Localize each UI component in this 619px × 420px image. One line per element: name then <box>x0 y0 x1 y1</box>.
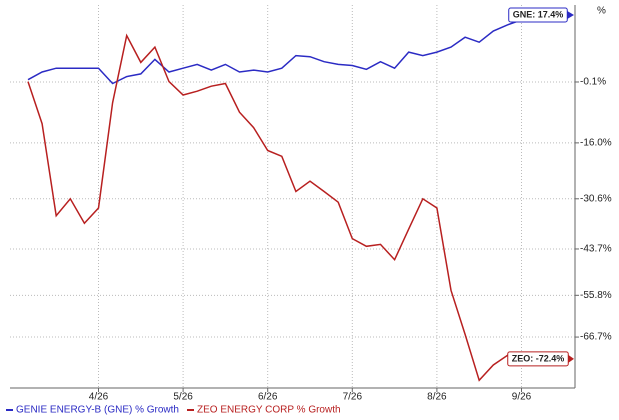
y-tick-label: -30.6% <box>580 193 612 204</box>
x-tick-label: 5/26 <box>173 392 193 403</box>
end-label-pointer <box>567 10 574 19</box>
x-tick-label: 9/26 <box>512 392 532 403</box>
end-label: ZEO: -72.4% <box>507 351 574 367</box>
y-tick-label: -0.1% <box>580 77 606 88</box>
x-tick-label: 6/26 <box>258 392 278 403</box>
y-tick-label: -43.7% <box>580 244 612 255</box>
legend-label: GENIE ENERGY-B (GNE) % Growth <box>16 405 179 416</box>
end-label-pointer <box>568 354 574 363</box>
x-tick-label: 4/26 <box>89 392 109 403</box>
x-tick-label: 7/26 <box>343 392 363 403</box>
legend-label: ZEO ENERGY CORP % Growth <box>197 405 341 416</box>
axis-unit: % <box>597 6 606 17</box>
y-tick-label: -55.8% <box>580 290 612 301</box>
series-line <box>27 14 536 85</box>
end-label-text: GNE: 17.4% <box>513 9 564 19</box>
x-tick-label: 8/26 <box>427 392 447 403</box>
end-label-text: ZEO: -72.4% <box>512 353 565 363</box>
y-tick-label: -66.7% <box>580 332 612 343</box>
y-tick-label: -16.0% <box>580 138 612 149</box>
end-label: GNE: 17.4% <box>508 7 574 23</box>
series-line <box>27 33 536 382</box>
